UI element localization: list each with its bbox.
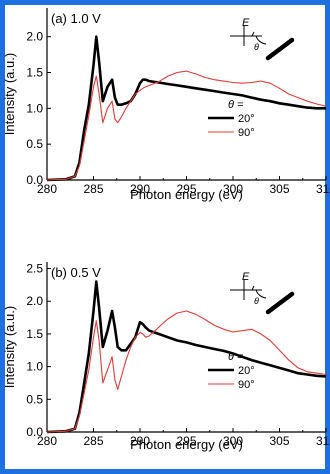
series-line-90deg: [46, 310, 327, 433]
legend-label: 90°: [238, 127, 255, 139]
y-tick-label: 0.5: [26, 137, 43, 151]
x-tick-label: 310: [316, 182, 330, 196]
inset-e-overbar: [251, 31, 255, 37]
y-tick-label: 2.0: [26, 30, 43, 44]
x-tick-label: 290: [130, 434, 150, 448]
legend-title: θ =: [228, 99, 244, 111]
inset-sample-bar: [265, 37, 295, 61]
series-line-90deg: [46, 70, 327, 181]
inset-e-label: E: [242, 17, 250, 29]
y-tick-label: 1.5: [26, 66, 43, 80]
y-tick-label: 1.0: [26, 360, 43, 374]
y-tick-label: 0.0: [26, 425, 43, 439]
inset-angle-arc: [255, 289, 267, 299]
y-tick-label: 0.5: [26, 392, 43, 406]
y-axis-label: Intensity (a.u.): [2, 53, 17, 135]
legend-title: θ =: [228, 351, 244, 363]
chart-panel-b: 280 285 290 295 300 305 310 0.0 0.5 1.0 1.5 2.0 2.5 P…: [2, 262, 330, 452]
x-axis-label: Photon energy (eV): [130, 437, 243, 452]
y-axis-label: Intensity (a.u.): [2, 306, 17, 388]
x-tick-label: 280: [37, 434, 57, 448]
inset-e-label: E: [242, 271, 250, 283]
inset-e-overbar: [251, 285, 255, 291]
x-tick-label: 295: [176, 182, 196, 196]
panel-label: (b) 0.5 V: [51, 265, 101, 280]
y-tick-label: 2.5: [26, 262, 43, 276]
x-tick-label: 295: [176, 434, 196, 448]
panel-label: (a) 1.0 V: [51, 11, 101, 26]
inset-sample-bar: [265, 291, 295, 315]
x-tick-label: 285: [83, 434, 103, 448]
inset-angle-arc: [255, 35, 267, 45]
inset-theta-label: θ: [254, 296, 259, 306]
series-line-20deg: [46, 35, 326, 182]
legend-label: 20°: [238, 365, 255, 377]
x-tick-label: 280: [37, 182, 57, 196]
y-tick-label: 1.5: [26, 327, 43, 341]
x-tick-label: 305: [269, 182, 289, 196]
y-tick-label: 0.0: [26, 173, 43, 187]
x-tick-label: 305: [269, 434, 289, 448]
x-tick-label: 310: [316, 434, 330, 448]
x-axis-label: Photon energy (eV): [130, 187, 243, 202]
x-tick-label: 300: [223, 182, 243, 196]
x-tick-label: 285: [83, 182, 103, 196]
x-tick-label: 290: [130, 182, 150, 196]
legend-label: 90°: [238, 379, 255, 391]
chart-panel-a: 280 285 290 295 300 305 310 0.0 0.5 1.0 1.5 2.0 Phot…: [2, 8, 330, 202]
legend-label: 20°: [238, 113, 255, 125]
y-tick-label: 2.0: [26, 294, 43, 308]
inset-theta-label: θ: [254, 42, 259, 52]
series-line-20deg: [46, 280, 327, 434]
x-tick-label: 300: [223, 434, 243, 448]
y-tick-label: 1.0: [26, 101, 43, 115]
